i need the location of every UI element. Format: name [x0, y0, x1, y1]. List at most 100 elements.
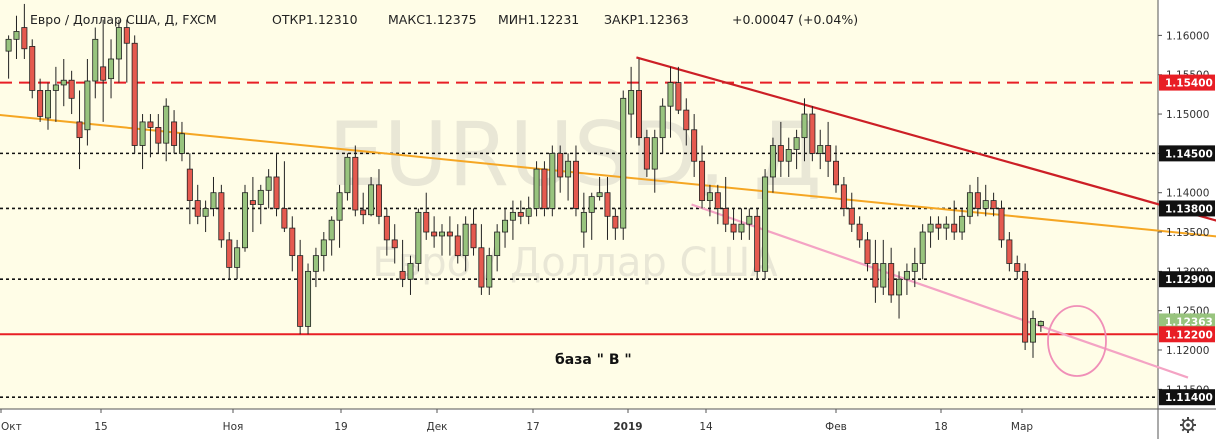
candle: [352, 145, 359, 217]
candle-body: [612, 215, 619, 229]
candle: [320, 232, 327, 272]
candle: [596, 176, 603, 201]
candle-body: [998, 208, 1005, 241]
candle-body: [502, 219, 509, 233]
candle-body: [730, 223, 737, 233]
candle-body: [667, 82, 674, 107]
candle-body: [706, 192, 713, 201]
candle-body: [659, 105, 666, 139]
candle-body: [60, 79, 67, 86]
candle-body: [383, 215, 390, 241]
candle: [478, 224, 485, 295]
candle: [84, 58, 91, 146]
trendline-midline: [0, 114, 1216, 238]
candle-body: [762, 176, 769, 272]
candle: [509, 200, 516, 240]
candle: [494, 224, 501, 272]
candle-body: [636, 90, 643, 139]
candle-body: [13, 31, 20, 40]
candle-body: [29, 46, 36, 91]
candle-body: [218, 192, 225, 241]
candle: [738, 208, 745, 240]
candle-body: [919, 231, 926, 264]
price-tag-label: 1.15400: [1165, 78, 1213, 90]
candle: [147, 114, 154, 158]
candle: [60, 58, 67, 107]
candle-body: [454, 235, 461, 257]
candle-body: [801, 113, 808, 139]
candle-body: [423, 211, 430, 233]
y-tick-label: 1.16000: [1166, 30, 1209, 42]
candle-body: [391, 239, 398, 249]
candle-body: [777, 145, 784, 162]
candle: [856, 216, 863, 248]
y-tick-label: 1.15000: [1166, 109, 1209, 121]
candle: [249, 176, 256, 233]
candle: [793, 129, 800, 170]
candle: [438, 224, 445, 256]
candle: [29, 39, 36, 99]
candle-body: [407, 263, 414, 280]
candle: [691, 114, 698, 177]
candle: [52, 66, 59, 122]
candles: [5, 3, 1044, 358]
candle: [762, 169, 769, 280]
candle-body: [517, 211, 524, 217]
candle: [470, 208, 477, 256]
candle-body: [903, 270, 910, 280]
candle: [628, 66, 635, 138]
candle: [959, 208, 966, 240]
candle: [620, 90, 627, 240]
candle-body: [699, 160, 706, 201]
candle: [415, 208, 422, 272]
candle: [801, 98, 808, 162]
candle: [502, 208, 509, 248]
candle-body: [494, 231, 501, 257]
candle: [659, 98, 666, 154]
candle-body: [234, 247, 241, 268]
horizontal-levels: [0, 81, 1158, 399]
candle: [281, 161, 288, 233]
candle: [966, 184, 973, 225]
y-tick-label: 1.13500: [1166, 227, 1209, 239]
settings-gear-icon[interactable]: [1180, 417, 1196, 433]
x-tick-label: 14: [699, 421, 713, 433]
candle: [998, 200, 1005, 248]
candle-body: [620, 97, 627, 229]
candle-body: [210, 192, 217, 209]
candle: [903, 263, 910, 295]
candle: [683, 98, 690, 146]
candle-body: [289, 227, 296, 257]
candle: [171, 110, 178, 154]
candle-body: [746, 215, 753, 225]
candle: [486, 247, 493, 295]
candle: [45, 82, 52, 130]
candle-body: [76, 121, 83, 139]
candle-body: [249, 200, 256, 205]
candle-body: [462, 223, 469, 257]
candle-body: [856, 223, 863, 241]
x-tick-label: Фев: [825, 421, 847, 433]
candle: [604, 176, 611, 240]
candle: [368, 176, 375, 217]
candle-body: [163, 105, 170, 144]
plot-background: [0, 0, 1158, 409]
candle-body: [974, 192, 981, 209]
candle: [163, 98, 170, 162]
candle-body: [320, 239, 327, 257]
candle-body: [525, 208, 532, 217]
candle-body: [328, 219, 335, 241]
candle: [123, 19, 130, 83]
candle: [730, 208, 737, 240]
candle-body: [281, 208, 288, 229]
candle-body: [1022, 270, 1029, 343]
candle-body: [415, 211, 422, 264]
candle-body: [92, 38, 99, 82]
candle: [572, 145, 579, 217]
candle-body: [793, 137, 800, 150]
candle: [769, 137, 776, 193]
y-tick-label: 1.12000: [1166, 345, 1209, 357]
candle: [699, 145, 706, 209]
candle: [289, 216, 296, 272]
candle: [990, 192, 997, 217]
